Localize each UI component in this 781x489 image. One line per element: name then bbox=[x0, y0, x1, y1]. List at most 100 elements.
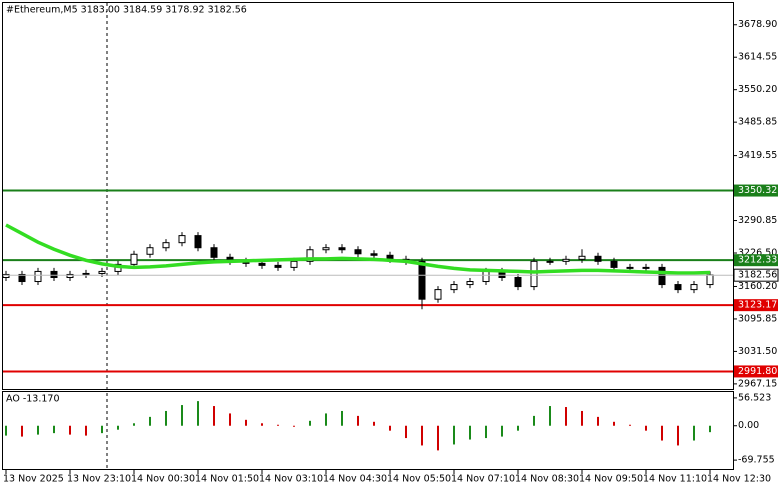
candle-body bbox=[306, 249, 314, 262]
ao-bar bbox=[229, 413, 231, 426]
candle-body bbox=[562, 258, 570, 262]
level-label-box bbox=[734, 184, 778, 197]
ao-bar bbox=[85, 425, 87, 436]
y-tick-label: 3614.55 bbox=[738, 52, 777, 63]
candle-body bbox=[82, 272, 90, 275]
x-tick-label: 14 Nov 00:30 bbox=[131, 474, 195, 485]
ao-bar bbox=[53, 425, 55, 434]
candle-body bbox=[98, 270, 106, 274]
ao-bar bbox=[597, 416, 599, 426]
x-tick-label: 14 Nov 07:10 bbox=[451, 474, 515, 485]
ao-bar bbox=[325, 413, 327, 426]
level-label-box bbox=[734, 299, 778, 312]
ao-bar bbox=[549, 406, 551, 426]
candle-body bbox=[642, 266, 650, 269]
candle-body bbox=[546, 260, 554, 263]
x-tick-label: 14 Nov 05:50 bbox=[387, 474, 451, 485]
ao-bar bbox=[565, 407, 567, 426]
level-label: 3350.32 bbox=[738, 185, 777, 196]
level-label: 3123.17 bbox=[738, 300, 777, 311]
ao-bar bbox=[117, 425, 119, 430]
x-tick-label: 13 Nov 23:10 bbox=[67, 474, 131, 485]
ao-bar bbox=[149, 416, 151, 426]
ao-bar bbox=[469, 425, 471, 440]
x-tick-label: 14 Nov 01:50 bbox=[195, 474, 259, 485]
y-tick-label: 3419.55 bbox=[738, 150, 777, 161]
ao-bar bbox=[613, 421, 615, 426]
ao-bar bbox=[709, 425, 711, 433]
candle-body bbox=[450, 284, 458, 291]
y-tick-label: 2967.15 bbox=[738, 378, 777, 389]
ao-bar bbox=[213, 406, 215, 426]
candle-body bbox=[706, 274, 714, 286]
candle-body bbox=[290, 260, 298, 268]
candle-body bbox=[18, 273, 26, 283]
candle-body bbox=[434, 289, 442, 300]
candle-body bbox=[338, 247, 346, 251]
y-tick-label: 3678.90 bbox=[738, 19, 777, 30]
moving-average bbox=[5, 223, 711, 275]
ao-bar bbox=[373, 421, 375, 426]
candle-body bbox=[370, 253, 378, 256]
ao-bar bbox=[581, 410, 583, 426]
candle-body bbox=[146, 247, 154, 255]
ao-bar bbox=[389, 425, 391, 431]
candle-body bbox=[482, 270, 490, 283]
ao-bar bbox=[165, 410, 167, 426]
ao-panel bbox=[2, 391, 734, 470]
ao-bar bbox=[37, 425, 39, 435]
ao-bar bbox=[133, 423, 135, 426]
y-tick-label: 3226.50 bbox=[738, 248, 777, 259]
y-tick-label: 0.00 bbox=[738, 420, 759, 431]
candle-body bbox=[674, 284, 682, 291]
x-tick-label: 14 Nov 04:30 bbox=[323, 474, 387, 485]
y-tick-label: 3031.50 bbox=[738, 346, 777, 357]
candle-body bbox=[50, 270, 58, 278]
candle-body bbox=[210, 247, 218, 258]
ao-bar bbox=[645, 425, 647, 431]
y-tick-label: 3485.85 bbox=[738, 117, 777, 128]
ao-bar bbox=[277, 424, 279, 426]
ao-bar bbox=[309, 420, 311, 426]
y-tick-label: 56.523 bbox=[738, 392, 771, 403]
candle-body bbox=[418, 260, 426, 300]
ao-bar bbox=[501, 425, 503, 437]
ao-bar bbox=[69, 425, 71, 435]
y-tick-label: 3290.85 bbox=[738, 215, 777, 226]
current-price-box bbox=[733, 268, 779, 282]
ao-bar bbox=[181, 405, 183, 426]
y-tick-label: 3095.85 bbox=[738, 313, 777, 324]
level-label: 2991.80 bbox=[738, 366, 777, 377]
current-price-label: 3182.56 bbox=[738, 270, 777, 281]
ao-bar bbox=[293, 425, 295, 427]
ao-bar bbox=[405, 425, 407, 439]
candle-body bbox=[658, 266, 666, 286]
x-tick-label: 13 Nov 2025 bbox=[3, 474, 64, 485]
x-tick-label: 14 Nov 12:30 bbox=[707, 474, 771, 485]
ao-bar bbox=[245, 419, 247, 426]
main-panel bbox=[2, 2, 734, 390]
ao-bar bbox=[341, 410, 343, 426]
ao-bar bbox=[661, 425, 663, 441]
candle-body bbox=[178, 235, 186, 244]
x-tick-label: 14 Nov 03:10 bbox=[259, 474, 323, 485]
candle-body bbox=[354, 249, 362, 255]
candle-body bbox=[594, 255, 602, 262]
y-tick-label: 3160.20 bbox=[738, 281, 777, 292]
ao-bar bbox=[5, 425, 7, 436]
ao-bar bbox=[533, 415, 535, 426]
ao-bar bbox=[453, 425, 455, 445]
x-tick-label: 14 Nov 11:10 bbox=[643, 474, 707, 485]
ao-title: AO -13.170 bbox=[6, 394, 60, 405]
level-label: 3212.33 bbox=[738, 255, 777, 266]
ao-bar bbox=[357, 415, 359, 426]
ao-bar bbox=[485, 425, 487, 439]
ao-bar bbox=[437, 425, 439, 451]
candle-body bbox=[610, 260, 618, 268]
candle-body bbox=[514, 276, 522, 288]
ao-bar bbox=[101, 425, 103, 434]
candle-body bbox=[162, 242, 170, 249]
candle-body bbox=[466, 281, 474, 286]
ao-bar bbox=[421, 425, 423, 446]
